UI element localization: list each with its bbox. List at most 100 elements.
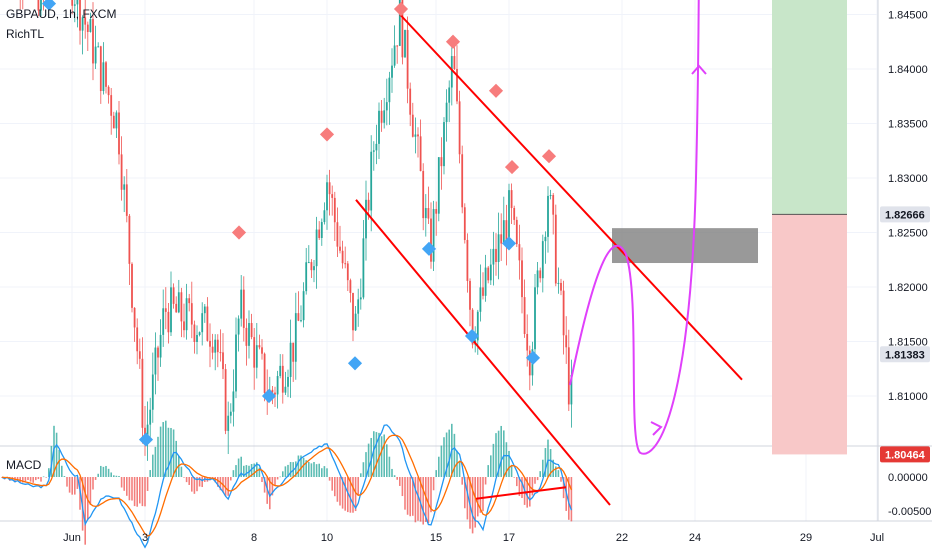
candle-body bbox=[352, 292, 354, 331]
candle-body bbox=[263, 353, 266, 393]
macd-histogram-bar bbox=[406, 477, 409, 515]
price-badge-entry bbox=[880, 206, 930, 223]
macd-histogram-bar bbox=[237, 458, 240, 477]
macd-histogram-bar bbox=[146, 477, 149, 491]
swing-low-marker bbox=[501, 236, 517, 251]
candle-body bbox=[411, 114, 414, 137]
candle-body bbox=[167, 311, 170, 333]
macd-histogram-bar bbox=[240, 456, 242, 477]
candle-body bbox=[453, 56, 456, 70]
macd-histogram-bar bbox=[305, 460, 307, 477]
macd-divergence-line bbox=[475, 486, 567, 500]
candle-body bbox=[414, 134, 417, 137]
candle-body bbox=[469, 280, 471, 310]
candle-body bbox=[37, 0, 40, 11]
candle-body bbox=[357, 299, 360, 314]
macd-histogram-bar bbox=[24, 477, 27, 483]
candle-body bbox=[404, 30, 406, 58]
candle-body bbox=[297, 313, 300, 321]
macd-histogram-bar bbox=[388, 456, 391, 477]
signal-line bbox=[1, 434, 573, 537]
candle-body bbox=[396, 45, 399, 47]
candle-body bbox=[443, 122, 445, 167]
macd-legend[interactable]: MACD bbox=[6, 458, 42, 472]
macd-histogram-bar bbox=[425, 477, 427, 522]
candle-body bbox=[513, 208, 516, 220]
candle-body bbox=[292, 342, 295, 362]
macd-histogram-bar bbox=[549, 449, 552, 477]
candle-body bbox=[136, 327, 139, 352]
candle-body bbox=[242, 289, 245, 328]
swing-high-marker bbox=[319, 127, 335, 142]
macd-histogram-bar bbox=[414, 477, 417, 523]
candle-body bbox=[258, 345, 261, 348]
macd-histogram-bar bbox=[302, 457, 305, 477]
candle-body bbox=[229, 411, 232, 416]
macd-histogram-bar bbox=[110, 472, 112, 477]
y-tick-label: 1.84500 bbox=[888, 10, 928, 22]
macd-histogram-bar bbox=[503, 430, 505, 477]
candle-body bbox=[354, 313, 357, 331]
candle-body bbox=[261, 347, 263, 354]
macd-histogram-bar bbox=[118, 475, 120, 477]
candle-body bbox=[323, 210, 326, 223]
candle-body bbox=[523, 297, 526, 334]
target-zone bbox=[772, 0, 847, 215]
macd-histogram-bar bbox=[185, 477, 188, 483]
x-tick-label: Jun bbox=[63, 532, 81, 544]
candle-body bbox=[541, 241, 544, 279]
candle-body bbox=[437, 157, 440, 214]
y-tick-label: 1.84000 bbox=[888, 64, 928, 76]
candle-body bbox=[206, 306, 209, 341]
candle-body bbox=[287, 376, 289, 387]
candle-body bbox=[479, 287, 482, 312]
candle-body bbox=[560, 282, 562, 291]
macd-histogram-bar bbox=[383, 434, 385, 477]
macd-histogram-bar bbox=[84, 477, 86, 545]
x-tick-label: Jul bbox=[870, 532, 884, 544]
macd-histogram-bar bbox=[490, 455, 492, 477]
macd-histogram-bar bbox=[334, 477, 336, 497]
macd-histogram-bar bbox=[354, 477, 357, 512]
macd-histogram-bar bbox=[466, 477, 469, 520]
candle-body bbox=[105, 62, 107, 87]
candle-body bbox=[276, 376, 279, 395]
candle-body bbox=[302, 291, 305, 321]
macd-histogram-bar bbox=[37, 477, 40, 480]
macd-histogram-bar bbox=[458, 461, 461, 477]
y-tick-label: 1.81000 bbox=[888, 391, 928, 403]
macd-histogram-bar bbox=[482, 477, 484, 512]
macd-histogram-bar bbox=[308, 461, 310, 477]
macd-histogram-bar bbox=[557, 470, 560, 477]
macd-histogram-bar bbox=[510, 464, 513, 477]
candle-body bbox=[544, 236, 547, 242]
macd-histogram-bar bbox=[159, 426, 162, 477]
candle-body bbox=[391, 65, 393, 78]
x-tick-label: 22 bbox=[616, 532, 628, 544]
macd-histogram-bar bbox=[396, 477, 398, 480]
macd-histogram-bar bbox=[149, 470, 151, 477]
candle-body bbox=[99, 46, 102, 92]
candle-body bbox=[526, 333, 529, 351]
swing-high-marker bbox=[445, 34, 461, 49]
resistance-zone bbox=[612, 228, 758, 264]
indicator-legend[interactable]: RichTL bbox=[6, 27, 45, 41]
x-tick-label: 10 bbox=[321, 532, 333, 544]
candle-body bbox=[424, 208, 427, 219]
macd-histogram-bar bbox=[536, 477, 539, 481]
macd-histogram-bar bbox=[32, 477, 34, 483]
symbol-legend[interactable]: GBPAUD, 1h, FXCM bbox=[6, 7, 117, 21]
candle-body bbox=[456, 69, 458, 102]
macd-histogram-bar bbox=[120, 477, 123, 488]
macd-histogram-bar bbox=[235, 465, 237, 477]
channel-upper-line bbox=[399, 13, 743, 381]
macd-histogram-bar bbox=[391, 468, 393, 477]
candle-body bbox=[375, 143, 378, 151]
candle-body bbox=[492, 248, 495, 265]
candle-body bbox=[188, 298, 191, 304]
macd-histogram-bar bbox=[362, 462, 365, 477]
macd-histogram-bar bbox=[139, 477, 141, 504]
macd-histogram-bar bbox=[126, 477, 128, 496]
